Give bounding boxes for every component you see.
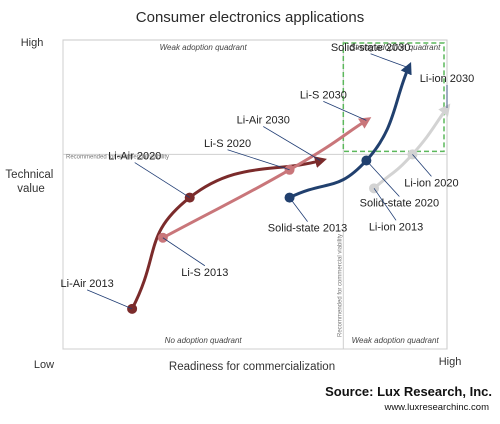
source-url: www.luxresearchinc.com (383, 402, 489, 413)
label-solid-state-2013: Solid-state 2013 (268, 223, 348, 235)
y-axis-title-line-1: Technical (5, 169, 53, 181)
leader-li-s-2020 (227, 149, 290, 171)
label-li-s-2020: Li-S 2020 (204, 138, 251, 150)
leader-li-air-2013 (86, 289, 133, 310)
quadrant-labels: Weak adoption quadrant Strong adoption qu… (160, 43, 441, 345)
label-li-s-2013: Li-S 2013 (181, 267, 228, 279)
leader-li-ion-2020 (412, 154, 432, 177)
y-tick-low: Low (34, 359, 54, 371)
label-li-air-2013: Li-Air 2013 (61, 278, 114, 290)
y-tick-high: High (21, 37, 44, 49)
quadrant-label-top-left: Weak adoption quadrant (160, 43, 248, 52)
quadrant-label-top-right: Strong adoption quadrant (350, 43, 441, 52)
label-solid-state-2020: Solid-state 2020 (360, 198, 440, 210)
leader-solid-state-2030 (370, 53, 409, 69)
leader-solid-state-2020 (366, 160, 400, 197)
label-li-air-2020: Li-Air 2020 (108, 151, 161, 163)
label-li-ion-2030: Li-ion 2030 (420, 73, 474, 85)
leader-li-ion-2013 (373, 188, 397, 221)
quadrant-label-bottom-right: Weak adoption quadrant (352, 336, 440, 345)
label-li-s-2030: Li-S 2030 (300, 89, 347, 101)
plot-area (62, 39, 448, 350)
label-li-air-2030: Li-Air 2030 (237, 115, 290, 127)
label-solid-state-2030: Solid-state 2030 (331, 42, 411, 54)
x-tick-high: High (439, 356, 462, 368)
plot-frame (62, 39, 448, 350)
series-4-line (372, 103, 451, 190)
y-axis-title-line-2: value (17, 183, 45, 195)
chart-title: Consumer electronics applications (136, 9, 364, 26)
threshold-vertical-label: Recommended for commercial viability (337, 234, 343, 337)
leader-li-s-2013 (162, 237, 206, 267)
threshold-lines: Recommended for commercial viability Reco… (63, 40, 447, 349)
leader-li-air-2020 (134, 162, 190, 198)
quadrant-label-bottom-left: No adoption quadrant (165, 336, 243, 345)
strong-adoption-box (342, 42, 445, 153)
leader-li-air-2030 (263, 126, 321, 161)
point-labels: Li-Air 2013 Li-Air 2020 Li-Air 2030 Li-S 20… (61, 42, 474, 310)
label-li-ion-2013: Li-ion 2013 (369, 221, 423, 233)
leader-li-s-2030 (323, 100, 367, 121)
series-layer (127, 61, 451, 314)
y-axis-title: Technical value (5, 169, 56, 195)
leader-solid-state-2013 (289, 197, 308, 222)
series-2-line (161, 117, 372, 240)
label-li-ion-2020: Li-ion 2020 (404, 177, 458, 189)
x-axis-title: Readiness for commercialization (169, 361, 335, 373)
threshold-horizontal-label: Recommended for commercial viability (66, 154, 169, 160)
source-label: Source: Lux Research, Inc. (325, 384, 492, 399)
